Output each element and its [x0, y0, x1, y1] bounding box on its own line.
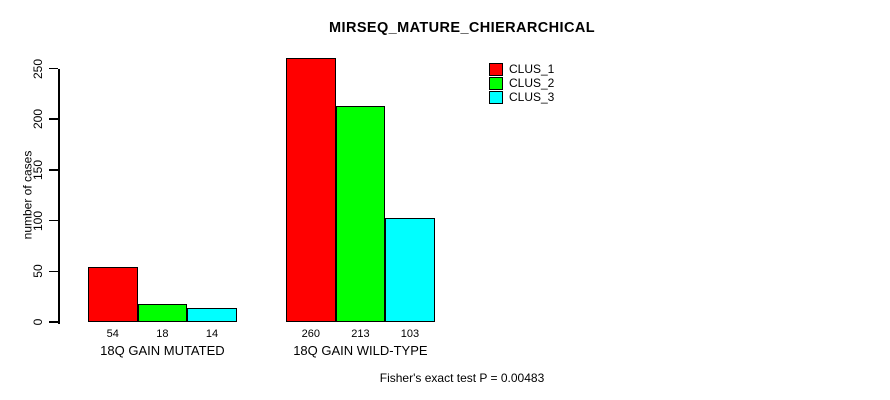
y-axis-tick — [49, 118, 58, 120]
y-axis-tick-label: 250 — [30, 58, 45, 79]
bar-clus_2-2 — [335, 106, 386, 322]
bar-value-label: 54 — [106, 328, 119, 340]
legend-label: CLUS_2 — [509, 76, 555, 90]
bar-value-label: 14 — [205, 328, 219, 340]
annotation-text: Fisher's exact test P = 0.00483 — [379, 371, 545, 385]
y-axis-line — [58, 68, 60, 324]
y-axis-tick — [49, 169, 58, 171]
bar-clus_1-2 — [286, 58, 336, 322]
y-axis-tick — [49, 270, 58, 273]
legend-item-clus_2: CLUS_2 — [489, 76, 555, 90]
bar-value-label: 213 — [351, 328, 370, 340]
y-axis-tick-label: 200 — [30, 109, 45, 130]
legend-item-clus_3: CLUS_3 — [489, 90, 555, 104]
y-axis-tick-label: 50 — [30, 264, 45, 278]
category-label: 18Q GAIN MUTATED — [100, 343, 225, 358]
legend-swatch-clus_3 — [489, 90, 503, 104]
legend: CLUS_1 CLUS_2 CLUS_3 — [489, 62, 555, 105]
legend-label: CLUS_1 — [509, 62, 555, 76]
bar-clus_2-1 — [137, 303, 188, 322]
bar-value-label: 18 — [156, 328, 169, 340]
legend-item-clus_1: CLUS_1 — [489, 62, 555, 76]
legend-swatch-clus_1 — [489, 62, 503, 76]
bar-clus_3-2 — [385, 217, 435, 322]
y-axis-tick — [49, 219, 58, 222]
bar-clus_1-1 — [88, 267, 138, 322]
y-axis-tick — [49, 67, 58, 70]
chart-title: MIRSEQ_MATURE_CHIERARCHICAL — [329, 20, 595, 36]
bar-value-label: 103 — [400, 328, 420, 340]
y-axis-tick — [49, 321, 58, 323]
category-label: 18Q GAIN WILD-TYPE — [293, 343, 428, 358]
legend-swatch-clus_2 — [489, 76, 503, 90]
bar-value-label: 260 — [301, 328, 320, 340]
legend-label: CLUS_3 — [509, 90, 555, 104]
y-axis-tick-label: 150 — [30, 159, 45, 180]
bar-clus_3-1 — [187, 307, 237, 322]
y-axis-tick-label: 0 — [30, 318, 45, 326]
y-axis-tick-label: 100 — [30, 210, 45, 231]
